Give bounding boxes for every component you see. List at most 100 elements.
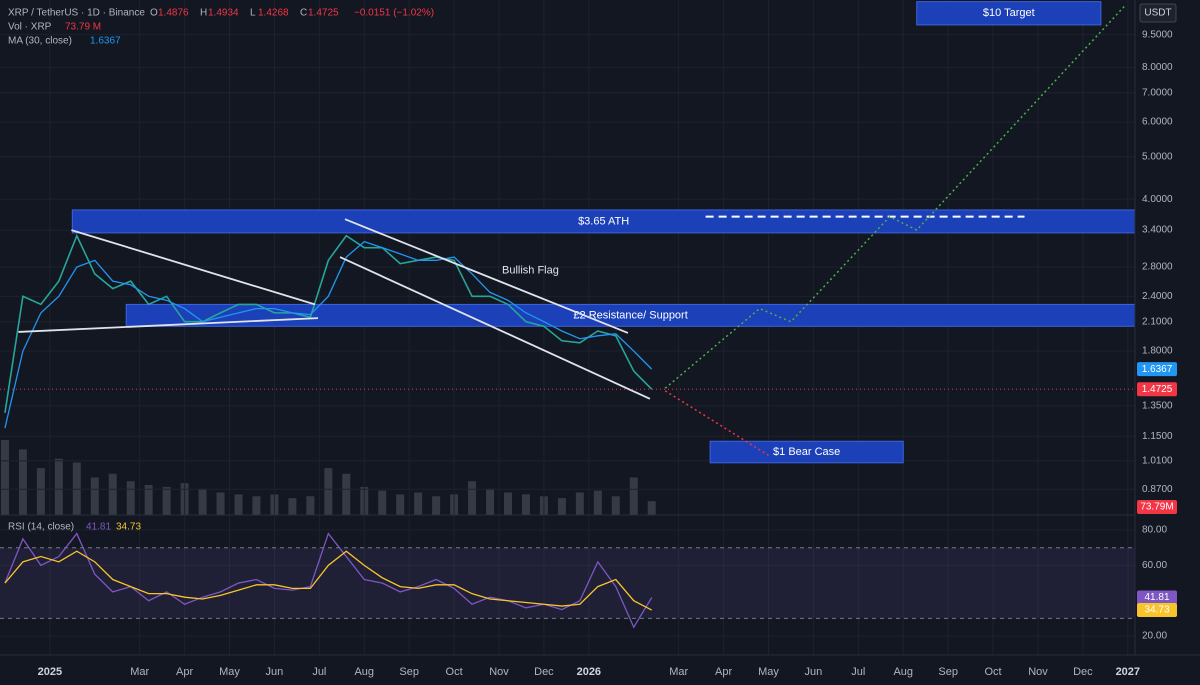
- x-tick-label: Oct: [446, 666, 463, 678]
- y-tick-label: 60.00: [1142, 560, 1167, 571]
- x-tick-label: Aug: [893, 666, 913, 678]
- zone-label: $10 Target: [983, 7, 1035, 19]
- plot-area: $10 Target $3.65 ATH £2 Resistance/ Suppor…: [0, 0, 1136, 655]
- price-tag-label: 1.4725: [1142, 384, 1173, 395]
- y-tick-label: 2.4000: [1142, 291, 1173, 302]
- volume-bar: [234, 494, 243, 515]
- y-tick-label: 2.8000: [1142, 262, 1173, 273]
- ohlc-value: 1.4268: [258, 8, 289, 19]
- series-line: [4, 233, 653, 414]
- x-tick-label: Mar: [669, 666, 688, 678]
- y-tick-label: 2.1000: [1142, 316, 1173, 327]
- zone: [709, 440, 904, 464]
- price-tag: [1137, 382, 1177, 397]
- projection: [664, 390, 769, 456]
- vol-value: 73.79 M: [65, 22, 101, 33]
- trendline: [339, 256, 651, 400]
- x-tick-label: Dec: [534, 666, 554, 678]
- volume-bar: [593, 490, 602, 515]
- change: −0.0151 (−1.02%): [354, 8, 434, 19]
- ohlc-key: L: [250, 8, 256, 19]
- x-tick-label: Apr: [176, 666, 193, 678]
- y-tick-label: 20.00: [1142, 631, 1167, 642]
- volume-bar: [144, 485, 153, 515]
- y-tick-label: 5.0000: [1142, 151, 1173, 162]
- ohlc-value: 1.4934: [208, 8, 239, 19]
- ma-label: MA (30, close): [8, 36, 72, 47]
- rsi-ma-value: 34.73: [116, 522, 141, 533]
- volume-bar: [162, 486, 171, 515]
- x-tick-label: Aug: [354, 666, 374, 678]
- volume-bar: [629, 477, 638, 515]
- zone-label: $3.65 ATH: [578, 215, 629, 227]
- zone-label: $1 Bear Case: [773, 446, 840, 458]
- x-tick-label: Nov: [1028, 666, 1048, 678]
- price-tag-label: 1.6367: [1142, 364, 1173, 375]
- price-tag: [1137, 500, 1177, 514]
- volume-bar: [216, 492, 225, 515]
- volume-bar: [252, 496, 261, 515]
- x-tick-label: Sep: [938, 666, 958, 678]
- rsi-band: [0, 547, 1135, 619]
- volume-bar: [396, 494, 405, 515]
- ohlc-key: O: [150, 8, 158, 19]
- y-tick-label: 1.3500: [1142, 400, 1173, 411]
- volume-bar: [503, 492, 512, 515]
- y-tick-label: 7.0000: [1142, 87, 1173, 98]
- price-tag-label: 73.79M: [1140, 502, 1173, 513]
- y-tick-label: 6.0000: [1142, 117, 1173, 128]
- currency-box[interactable]: [1139, 3, 1177, 23]
- x-tick-label: Oct: [985, 666, 1002, 678]
- volume-bar: [521, 494, 530, 515]
- series-line: [4, 240, 653, 429]
- volume-bar: [647, 501, 656, 515]
- volume-bar: [198, 488, 207, 515]
- volume-bar: [324, 468, 333, 515]
- y-tick-label: 4.0000: [1142, 194, 1173, 205]
- y-tick-label: 8.0000: [1142, 62, 1173, 73]
- volume-bar: [306, 496, 315, 515]
- volume-bar: [557, 498, 566, 515]
- y-tick-label: 1.1500: [1142, 431, 1173, 442]
- y-tick-label: 80.00: [1142, 525, 1167, 536]
- ohlc-value: 1.4876: [158, 8, 189, 19]
- trendline: [18, 317, 319, 333]
- volume-bar: [611, 496, 620, 515]
- x-tick-label: May: [758, 666, 779, 678]
- currency: USDT: [1144, 8, 1171, 19]
- volume-bar: [288, 498, 297, 515]
- volume-bar: [486, 488, 495, 515]
- series-line: [4, 550, 653, 611]
- x-tick-label: 2027: [1116, 666, 1140, 678]
- x-tick-label: 2025: [38, 666, 62, 678]
- symbol: XRP / TetherUS · 1D · Binance: [8, 8, 145, 19]
- ohlc-value: 1.4725: [308, 8, 339, 19]
- volume-bar: [54, 458, 63, 515]
- ma-value: 1.6367: [90, 36, 121, 47]
- volume-bar: [575, 492, 584, 515]
- vol-label: Vol · XRP: [8, 22, 52, 33]
- legend: XRP / TetherUS · 1D · Binance O 1.4876 H 1.…: [8, 8, 434, 533]
- price-tag: [1137, 362, 1177, 377]
- y-tick-label: 9.5000: [1142, 29, 1173, 40]
- price-tag-label: 34.73: [1144, 605, 1169, 616]
- rsi-label: RSI (14, close): [8, 522, 74, 533]
- ohlc: O 1.4876 H 1.4934 L 1.4268 C 1.4725 −0.0151 (−1.…: [150, 8, 434, 19]
- rsi-value: 41.81: [86, 522, 111, 533]
- ohlc-key: C: [300, 8, 307, 19]
- volume-bar: [342, 473, 351, 515]
- x-tick-label: Nov: [489, 666, 509, 678]
- volume-bar: [126, 481, 135, 515]
- volume-bar: [468, 481, 477, 515]
- axes: 73.79M 9.5000 8.0000 7.0000 6.0000 5.0000 4.00…: [38, 29, 1177, 678]
- volume-bar: [432, 496, 441, 515]
- trendline: [71, 229, 316, 306]
- ohlc-key: H: [200, 8, 207, 19]
- volume-bar: [378, 490, 387, 515]
- volume-bar: [72, 462, 81, 515]
- x-tick-label: Mar: [130, 666, 149, 678]
- price-tag: [1137, 590, 1177, 605]
- price-tag-label: 41.81: [1144, 592, 1169, 603]
- x-tick-label: Jun: [805, 666, 823, 678]
